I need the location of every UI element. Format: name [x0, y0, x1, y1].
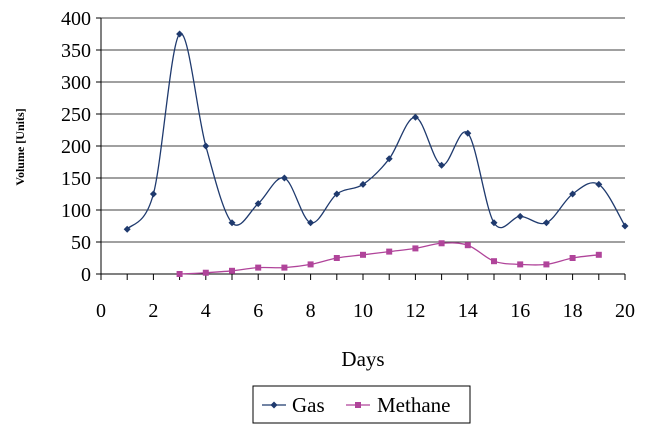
methane-point [281, 264, 288, 271]
gas-point [123, 225, 131, 233]
x-tick-label: 16 [510, 300, 530, 322]
axes [96, 17, 626, 280]
gas-point [490, 219, 498, 227]
gas-point [176, 30, 184, 38]
legend-marker [270, 401, 278, 409]
x-axis-title: Days [341, 347, 384, 371]
gas-point [228, 219, 236, 227]
gas-point [542, 219, 550, 227]
methane-point [333, 255, 340, 261]
methane-point [386, 248, 393, 255]
methane-point [517, 261, 524, 268]
legend-label: Methane [377, 393, 450, 417]
gas-point [569, 190, 577, 198]
x-tick-label: 6 [253, 300, 263, 322]
gas-point [254, 200, 262, 208]
legend-label: Gas [292, 393, 325, 417]
legend-item-gas: Gas [262, 393, 325, 417]
methane-point [360, 251, 366, 258]
y-tick-label: 300 [61, 72, 91, 94]
y-tick-label: 350 [61, 40, 91, 62]
y-tick-label: 200 [61, 136, 91, 158]
tick-labels: 0 50 100 150 200 250 300 350 400 0 2 4 6 8 10 12 14 16 18 2… [61, 8, 635, 322]
y-tick-label: 400 [61, 8, 91, 30]
x-tick-label: 18 [563, 300, 583, 322]
y-tick-label: 150 [61, 168, 91, 190]
y-tick-label: 100 [61, 200, 91, 222]
gas-point [359, 180, 367, 188]
gas-point [464, 129, 472, 137]
gridlines [101, 17, 625, 243]
methane-point [229, 267, 235, 274]
methane-point [438, 240, 445, 247]
x-tick-label: 8 [306, 300, 316, 322]
legend: Gas Methane [252, 385, 471, 424]
methane-point [412, 245, 419, 252]
y-tick-label: 50 [71, 232, 91, 254]
x-tick-label: 4 [201, 300, 211, 322]
gas-point [202, 142, 210, 150]
gas-point [307, 219, 315, 227]
y-tick-label: 0 [81, 264, 91, 286]
y-tick-label: 250 [61, 104, 91, 126]
methane-point [255, 264, 262, 271]
legend-marker [355, 402, 361, 408]
gas-point [595, 180, 603, 188]
series-layer [123, 30, 629, 277]
gas-point [411, 113, 419, 121]
series-gas [123, 30, 629, 233]
gas-point [516, 212, 524, 220]
x-tick-label: 2 [148, 300, 158, 322]
legend-item-methane: Methane [346, 393, 450, 417]
methane-point [569, 255, 576, 261]
y-axis-title: Volume [Units] [13, 108, 27, 185]
x-tick-label: 20 [615, 300, 635, 322]
methane-point [176, 271, 183, 277]
methane-point [202, 269, 209, 276]
x-tick-label: 0 [96, 300, 106, 322]
x-tick-label: 12 [405, 300, 425, 322]
x-tick-label: 10 [353, 300, 373, 322]
gas-point [333, 190, 341, 198]
methane-point [307, 261, 314, 268]
gas-line [126, 33, 626, 230]
methane-point [595, 251, 602, 258]
gas-point [385, 155, 393, 163]
methane-point [464, 242, 471, 249]
gas-point [149, 190, 157, 198]
methane-line [179, 242, 599, 275]
methane-point [491, 258, 497, 265]
gas-point [621, 222, 629, 230]
gas-point [280, 174, 288, 182]
series-methane [176, 240, 602, 277]
methane-point [543, 261, 550, 268]
x-tick-label: 14 [458, 300, 478, 322]
gas-point [438, 161, 446, 169]
